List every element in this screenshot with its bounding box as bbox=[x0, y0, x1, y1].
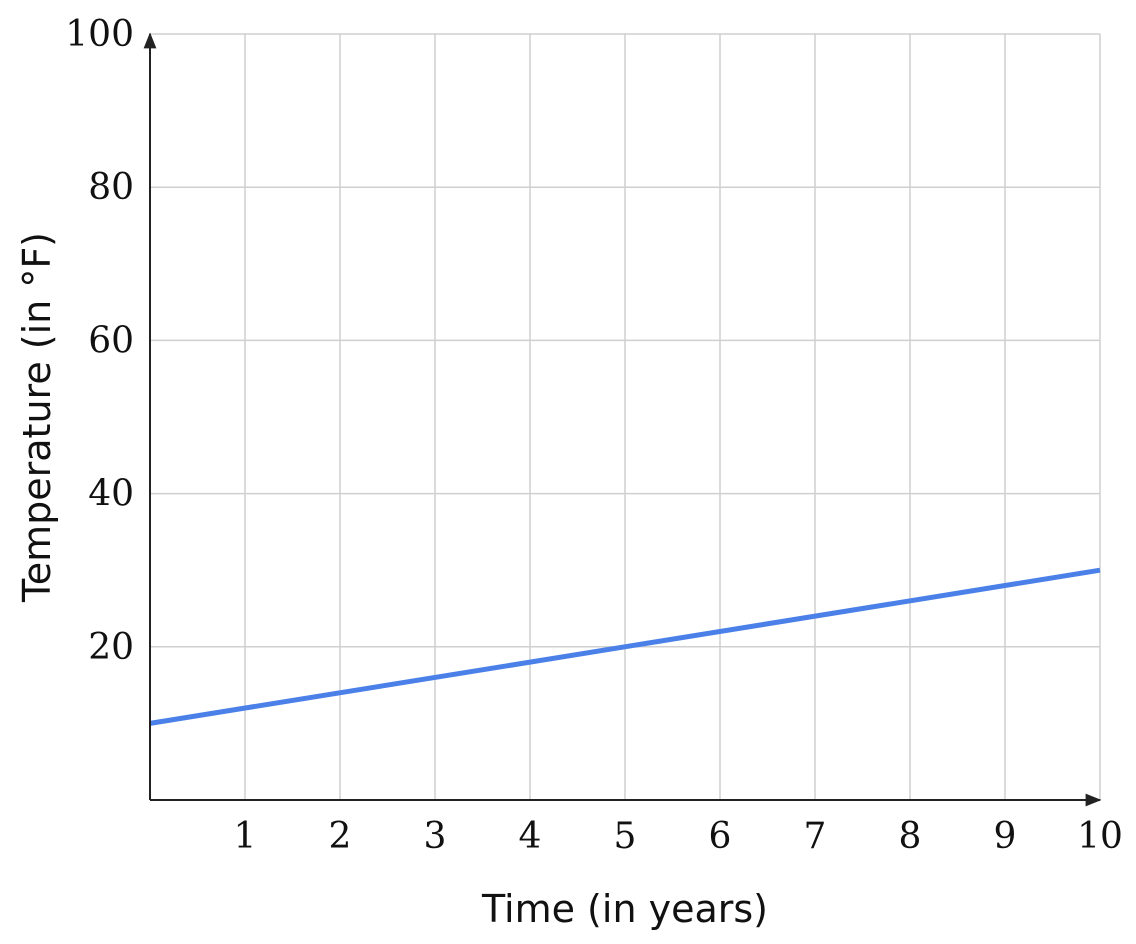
x-tick-label: 2 bbox=[329, 816, 352, 857]
y-tick-label: 60 bbox=[88, 320, 134, 361]
x-tick-label: 10 bbox=[1077, 816, 1123, 857]
x-tick-label: 8 bbox=[899, 816, 922, 857]
x-tick-label: 9 bbox=[994, 816, 1017, 857]
y-tick-label: 100 bbox=[65, 14, 134, 55]
x-tick-label: 7 bbox=[804, 816, 827, 857]
x-tick-label: 6 bbox=[709, 816, 732, 857]
x-tick-label: 3 bbox=[424, 816, 447, 857]
series-line-0 bbox=[149, 567, 1101, 726]
x-tick-label: 4 bbox=[519, 816, 542, 857]
y-tick-label: 80 bbox=[88, 167, 134, 208]
series-group bbox=[149, 567, 1101, 726]
x-tick-label: 1 bbox=[234, 816, 257, 857]
y-tick-label: 20 bbox=[88, 627, 134, 668]
axes bbox=[143, 32, 1102, 807]
x-axis-title: Time (in years) bbox=[481, 887, 768, 931]
tick-labels: 1 2 3 4 5 6 7 8 9 10 20 40 60 80 100 bbox=[65, 14, 1123, 857]
grid bbox=[150, 33, 1101, 800]
y-tick-label: 40 bbox=[88, 474, 134, 515]
y-axis-title: Temperature (in °F) bbox=[15, 232, 59, 603]
x-tick-label: 5 bbox=[614, 816, 637, 857]
